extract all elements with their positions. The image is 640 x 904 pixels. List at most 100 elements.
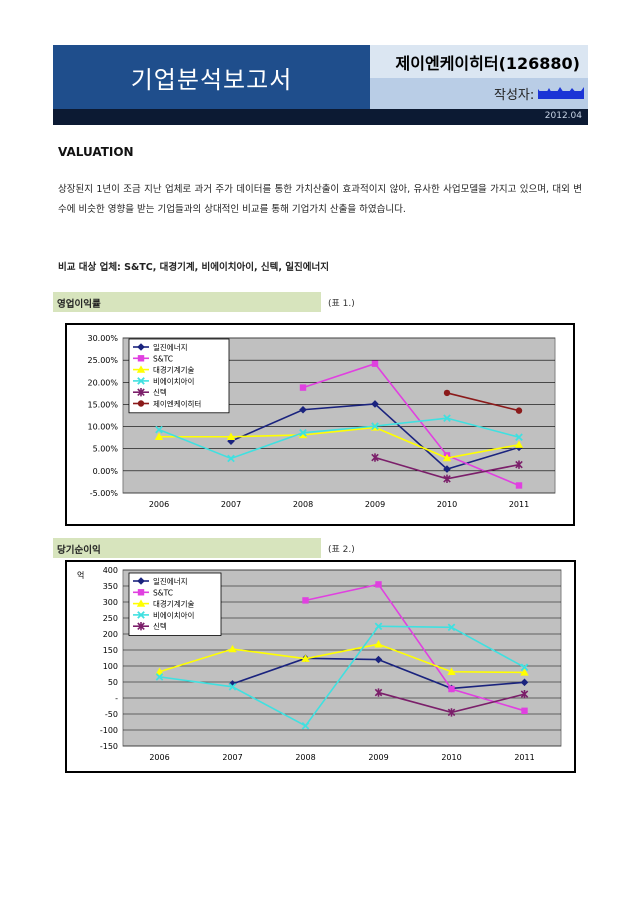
series-3 [155,622,529,730]
series-1 [302,581,528,714]
legend-swatch-marker [137,355,145,362]
chart2-svg: 400 350 300 250 200 150 100 50 - -50 -100 -150 2006 2… [77,566,562,762]
y-tick-label: -50 [105,710,118,719]
data-point [155,667,164,675]
legend-label: S&TC [153,588,173,597]
legend-swatch-marker [137,377,145,385]
y-tick-label: -5.00% [90,489,119,498]
data-point [442,453,452,462]
data-point [521,707,528,714]
series-line [305,583,525,712]
table1-label: (표 1.) [328,299,355,309]
y-tick-label: 50 [108,678,118,687]
x-tick-label: 2011 [514,753,534,762]
data-point [371,422,379,430]
data-point [371,360,379,367]
y-tick-label: 250 [103,614,118,623]
legend-swatch-marker [137,388,145,397]
company-name: 제이엔케이히터(126880) [395,54,580,73]
legend-swatch-marker [136,365,146,373]
legend-label: 비에이치아이 [153,376,194,386]
data-point [374,655,383,664]
data-point [228,682,237,691]
date-bar: 2012.04 [53,109,588,125]
legend-swatch-marker [137,611,145,619]
data-point [154,432,164,440]
y-tick-label: 100 [103,662,118,671]
legend-label: 대경기계기술 [153,599,194,609]
company-block: 제이엔케이히터(126880) [370,45,588,78]
x-tick-label: 2009 [368,753,388,762]
series-3 [155,414,523,463]
legend-label: 제이엔케이히터 [153,399,201,409]
section-title: VALUATION [58,145,134,159]
series-line [446,392,520,412]
legend-swatch-marker [137,622,145,631]
x-tick-label: 2006 [149,500,169,509]
series-4 [374,688,529,717]
y-tick-label: 5.00% [93,445,119,454]
legend-label: S&TC [153,354,173,363]
legend-swatch-marker [137,400,145,407]
data-point [443,465,451,473]
x-tick-label: 2006 [149,753,169,762]
y-tick-label: 0.00% [93,467,119,476]
data-point [299,384,307,391]
y-tick-label: -100 [100,726,118,735]
y-tick-label: 150 [103,646,118,655]
author-block: 작성자: [370,78,588,109]
author-signature-redacted [538,87,584,99]
data-point [374,640,383,648]
x-tick-label: 2008 [293,500,313,509]
legend-swatch-marker [137,343,145,351]
data-point [447,708,456,717]
table2-title-bar: 당기순이익 [53,538,321,558]
data-point [520,678,529,687]
table1-title-bar: 영업이익률 [53,292,321,312]
section-paragraph: 상장된지 1년이 조금 지난 업체로 과거 주가 데이터를 통한 가치산출이 효… [58,184,582,215]
x-tick-label: 2007 [222,753,242,762]
data-point [520,689,529,699]
table2-label: (표 2.) [328,545,355,555]
table1-title: 영업이익률 [57,299,101,310]
legend-label: 신텍 [153,621,167,631]
data-point [371,453,379,462]
y-tick-label: - [115,694,118,703]
series-line [159,426,520,459]
data-point [299,405,307,414]
data-point [374,622,383,631]
data-point [520,668,529,676]
author-label: 작성자: [494,88,535,103]
data-point [374,688,383,697]
x-tick-label: 2010 [441,753,461,762]
chart-operating-margin: 30.00% 25.00% 20.00% 15.00% 10.00% 5.00% 0.00%… [65,323,575,526]
series-4 [371,453,523,484]
chart-net-income: 400 350 300 250 200 150 100 50 - -50 -100 -150 2006 2… [65,560,576,773]
comparison-companies: 비교 대상 업체: S&TC, 대경기계, 비에이치아이, 신텍, 일진에너지 [58,262,329,273]
data-point [515,407,523,414]
series-line [159,643,525,674]
data-point [520,663,529,672]
data-point [515,482,523,489]
data-point [301,722,310,730]
y-tick-label: 200 [103,630,118,639]
data-point [375,581,382,588]
y-tick-label: 20.00% [87,378,118,387]
data-point [299,428,307,437]
y-unit-label: 억 [77,570,84,580]
data-point [443,389,451,397]
x-tick-label: 2011 [509,500,529,509]
y-tick-label: 30.00% [87,334,118,343]
data-point [155,673,164,681]
report-date: 2012.04 [544,111,582,121]
data-point [515,460,523,469]
x-tick-label: 2010 [437,500,457,509]
series-line [158,417,520,460]
data-point [228,644,237,653]
y-tick-label: 15.00% [87,400,118,409]
series-line [302,362,520,487]
legend-swatch-marker [136,599,146,607]
data-point [447,667,456,675]
data-point [371,400,379,408]
